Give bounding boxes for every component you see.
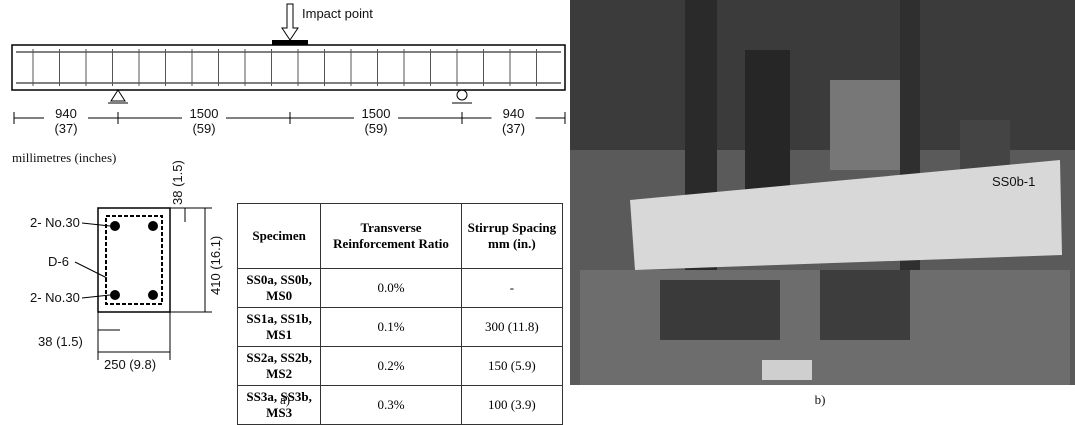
dim-in: (37) [54, 121, 77, 136]
impact-label: Impact point [302, 6, 373, 21]
dim-mm: 940 [55, 106, 77, 121]
table-cell: 0.1% [321, 308, 462, 347]
rebar [110, 290, 120, 300]
header-cell: Stirrup Spacing mm (in.) [461, 204, 562, 269]
table-cell: 100 (3.9) [461, 386, 562, 425]
dim-mm: 1500 [362, 106, 391, 121]
top-cover-label: 38 (1.5) [170, 160, 185, 205]
rebar [110, 221, 120, 231]
caption: b) [815, 392, 826, 407]
page: Impact point 940(37)1500(59)1500(59)940(… [0, 0, 1075, 412]
dim-in: (59) [364, 121, 387, 136]
table-cell: SS2a, SS2b, MS2 [238, 347, 321, 386]
units-label: millimetres (inches) [12, 150, 116, 165]
table-cell: SS1a, SS1b, MS1 [238, 308, 321, 347]
table-cell: 0.3% [321, 386, 462, 425]
photo: SS0b-1 [570, 0, 1075, 385]
table-cell: SS0a, SS0b, MS0 [238, 269, 321, 308]
dim-mm: 940 [503, 106, 525, 121]
pin-support [111, 90, 125, 101]
section [98, 208, 170, 312]
stirrup-label: D-6 [48, 254, 69, 269]
table-cell: 0.2% [321, 347, 462, 386]
dim-in: (59) [192, 121, 215, 136]
table-cell: 150 (5.9) [461, 347, 562, 386]
header-cell: Specimen [238, 204, 321, 269]
roller-support [457, 90, 467, 100]
side-cover-label: 38 (1.5) [38, 334, 83, 349]
table-cell: SS3a, SS3b, MS3 [238, 386, 321, 425]
bottom-bars-label: 2- No.30 [30, 290, 80, 305]
dim-in: (37) [502, 121, 525, 136]
impact-arrow [282, 4, 298, 40]
width-label: 250 (9.8) [104, 357, 156, 372]
table-cell: - [461, 269, 562, 308]
height-label: 410 (16.1) [208, 236, 223, 295]
table-cell: 0.0% [321, 269, 462, 308]
rebar [148, 290, 158, 300]
header-cell: Transverse Reinforcement Ratio [321, 204, 462, 269]
dim-mm: 1500 [190, 106, 219, 121]
dimension-line: 940(37)1500(59)1500(59)940(37) [14, 106, 565, 136]
top-bars-label: 2- No.30 [30, 215, 80, 230]
photo-label: SS0b-1 [992, 174, 1035, 189]
table-cell: 300 (11.8) [461, 308, 562, 347]
rebar [148, 221, 158, 231]
